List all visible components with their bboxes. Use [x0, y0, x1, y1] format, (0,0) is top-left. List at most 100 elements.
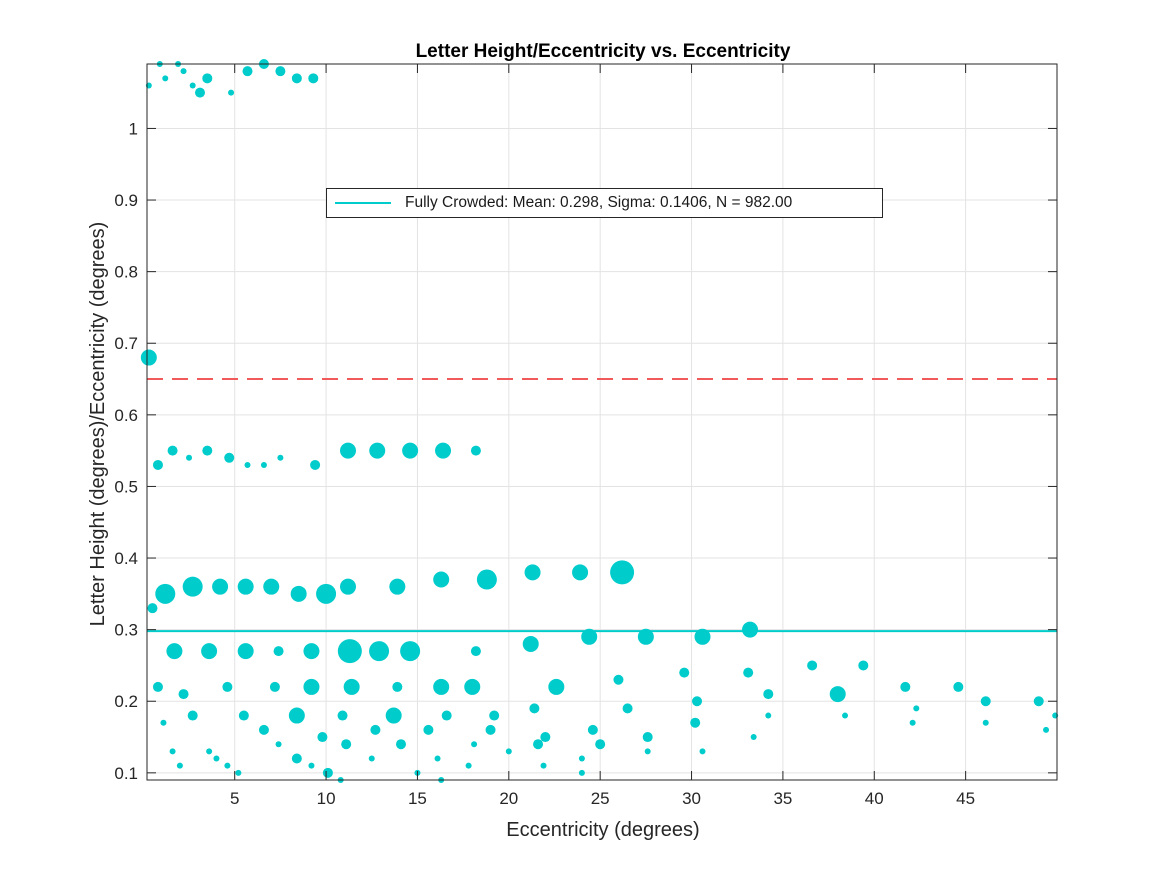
data-point [524, 564, 541, 581]
y-tick-label: 0.3 [114, 621, 138, 640]
y-tick-label: 0.8 [114, 263, 138, 282]
data-point [435, 442, 452, 459]
data-point [258, 724, 269, 735]
data-point [180, 68, 187, 75]
data-point [385, 707, 402, 724]
data-point [322, 767, 333, 778]
data-point [913, 705, 920, 712]
data-point [368, 755, 375, 762]
data-point [400, 641, 421, 662]
data-point [742, 621, 759, 638]
data-point [160, 719, 167, 726]
y-tick-label: 0.4 [114, 549, 138, 568]
data-point [222, 681, 233, 692]
data-point [694, 628, 711, 645]
data-point [202, 445, 213, 456]
data-point [595, 739, 606, 750]
data-point [277, 454, 284, 461]
data-point [402, 442, 419, 459]
data-point [310, 459, 321, 470]
data-point [699, 748, 706, 755]
data-point [900, 681, 911, 692]
x-tick-label: 20 [499, 789, 518, 808]
x-tick-label: 5 [230, 789, 239, 808]
x-tick-label: 15 [408, 789, 427, 808]
data-point [308, 762, 315, 769]
data-point [464, 678, 481, 695]
data-point [242, 66, 253, 77]
data-point [581, 628, 598, 645]
data-point [290, 585, 307, 602]
data-point [389, 578, 406, 595]
data-point [470, 445, 481, 456]
data-point [470, 646, 481, 657]
legend-swatch [335, 202, 391, 204]
grid [147, 64, 1057, 780]
data-point [441, 710, 452, 721]
data-point [212, 578, 229, 595]
data-point [485, 724, 496, 735]
data-point [1033, 696, 1044, 707]
data-point [291, 753, 302, 764]
data-point [167, 445, 178, 456]
data-point [613, 674, 624, 685]
data-point [423, 724, 434, 735]
data-point [343, 678, 360, 695]
x-tick-label: 40 [865, 789, 884, 808]
data-point [152, 459, 163, 470]
y-axis-label: Letter Height (degrees)/Eccentricity (de… [87, 222, 109, 627]
data-point [224, 762, 231, 769]
data-point [337, 639, 362, 664]
data-point [194, 87, 205, 98]
data-point [505, 748, 512, 755]
data-point [909, 719, 916, 726]
y-tick-label: 0.7 [114, 334, 138, 353]
legend: Fully Crowded: Mean: 0.298, Sigma: 0.140… [326, 188, 883, 218]
data-point [434, 755, 441, 762]
data-point [750, 734, 757, 741]
legend-entry-label: Fully Crowded: Mean: 0.298, Sigma: 0.140… [405, 194, 793, 211]
data-point [202, 73, 213, 84]
data-point [692, 696, 703, 707]
data-point [169, 748, 176, 755]
data-point [187, 710, 198, 721]
data-point [186, 454, 193, 461]
data-point [140, 349, 157, 366]
data-point [244, 461, 251, 468]
data-point [269, 681, 280, 692]
x-tick-label: 35 [773, 789, 792, 808]
data-point [182, 576, 203, 597]
x-axis-label: Eccentricity (degrees) [506, 819, 699, 841]
y-tick-label: 0.2 [114, 692, 138, 711]
data-point [206, 748, 213, 755]
data-point [341, 739, 352, 750]
data-point [548, 678, 565, 695]
data-point [213, 755, 220, 762]
data-point [178, 689, 189, 700]
data-point [308, 73, 319, 84]
data-point [201, 643, 218, 660]
y-tick-label: 0.9 [114, 191, 138, 210]
data-point [1043, 726, 1050, 733]
data-point [395, 739, 406, 750]
y-tick-label: 1 [129, 119, 138, 138]
data-point [155, 583, 176, 604]
data-point [337, 710, 348, 721]
data-point [522, 635, 539, 652]
data-point [263, 578, 280, 595]
data-point [162, 75, 169, 82]
data-point [303, 643, 320, 660]
y-tick-label: 0.5 [114, 477, 138, 496]
data-point [317, 732, 328, 743]
data-point [235, 769, 242, 776]
data-point [476, 569, 497, 590]
data-point [465, 762, 472, 769]
axes-frame [146, 63, 1058, 781]
data-point [288, 707, 305, 724]
data-point [237, 643, 254, 660]
data-point [743, 667, 754, 678]
data-point [228, 89, 235, 96]
data-point [690, 717, 701, 728]
